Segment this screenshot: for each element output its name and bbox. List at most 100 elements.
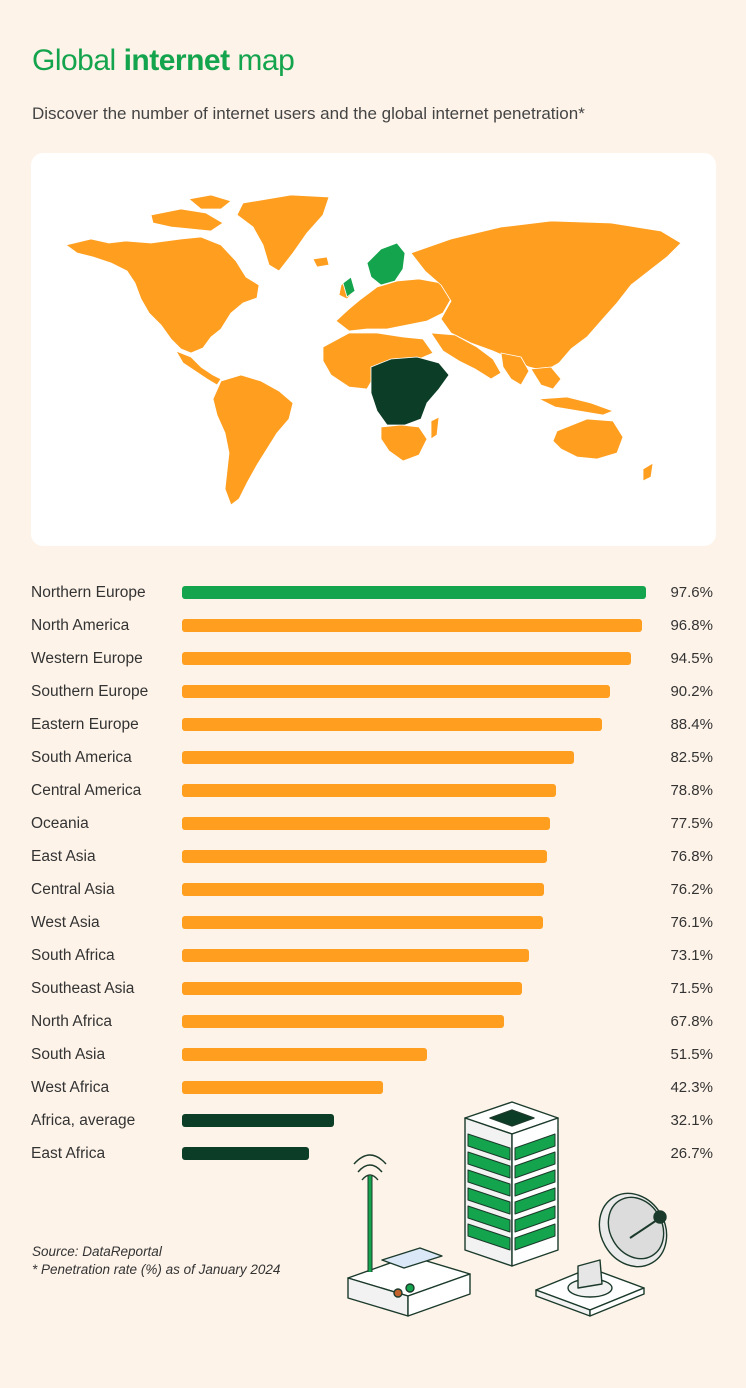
- bar-row: Central America 78.8%: [31, 775, 721, 808]
- bar: [182, 1114, 335, 1127]
- world-map: [65, 194, 682, 506]
- bar-row: South Africa 73.1%: [31, 940, 721, 973]
- bar-value-label: 71.5%: [670, 980, 713, 997]
- bar-value-label: 88.4%: [670, 716, 713, 733]
- bar-value-label: 82.5%: [670, 749, 713, 766]
- router-icon: [347, 1154, 471, 1317]
- bar-track: [182, 817, 657, 830]
- bar-label: East Africa: [31, 1145, 106, 1162]
- bar: [182, 1147, 309, 1160]
- server-icon: [464, 1101, 559, 1267]
- bar-value-label: 32.1%: [670, 1112, 713, 1129]
- bar-value-label: 78.8%: [670, 782, 713, 799]
- bar: [182, 1015, 505, 1028]
- bar-track: [182, 784, 657, 797]
- bar-track: [182, 916, 657, 929]
- uk-green-region: [342, 276, 356, 298]
- bar-track: [182, 652, 657, 665]
- bar-track: [182, 619, 657, 632]
- bar-value-label: 76.1%: [670, 914, 713, 931]
- south-asia-region: [500, 352, 530, 386]
- bar-row: South America 82.5%: [31, 742, 721, 775]
- bar-label: Central America: [31, 782, 142, 799]
- bar-row: Eastern Europe 88.4%: [31, 709, 721, 742]
- page-title: Global internet map: [32, 44, 295, 78]
- australia-region: [552, 418, 624, 460]
- bar: [182, 586, 646, 599]
- madagascar-region: [430, 416, 440, 440]
- bar-value-label: 26.7%: [670, 1145, 713, 1162]
- central-america-region: [175, 350, 222, 386]
- bar-label: Southern Europe: [31, 683, 149, 700]
- bar-row: Central Asia 76.2%: [31, 874, 721, 907]
- bar-label: East Asia: [31, 848, 96, 865]
- bar-row: Southern Europe 90.2%: [31, 676, 721, 709]
- bar: [182, 718, 602, 731]
- greenland-region: [236, 194, 330, 272]
- bar-row: Northern Europe 97.6%: [31, 577, 721, 610]
- bar-track: [182, 1015, 657, 1028]
- bar-label: Central Asia: [31, 881, 115, 898]
- bar-value-label: 90.2%: [670, 683, 713, 700]
- bar-label: Southeast Asia: [31, 980, 135, 997]
- bar: [182, 916, 544, 929]
- bar-label: West Africa: [31, 1079, 110, 1096]
- bar-label: Eastern Europe: [31, 716, 139, 733]
- indonesia-region: [538, 396, 614, 416]
- bar-track: [182, 751, 657, 764]
- bar-value-label: 42.3%: [670, 1079, 713, 1096]
- bar-track: [182, 1114, 657, 1127]
- middle-east-region: [430, 332, 502, 380]
- bar-row: Africa, average 32.1%: [31, 1105, 721, 1138]
- bar-value-label: 97.6%: [670, 584, 713, 601]
- title-pre: Global: [32, 44, 124, 77]
- iceland-region: [312, 256, 330, 268]
- bar: [182, 652, 631, 665]
- title-bold: internet: [123, 44, 231, 77]
- bar-value-label: 51.5%: [670, 1046, 713, 1063]
- bar: [182, 1048, 427, 1061]
- bar-track: [182, 1048, 657, 1061]
- bar-label: North America: [31, 617, 130, 634]
- bar-track: [182, 586, 657, 599]
- bar-row: East Africa 26.7%: [31, 1138, 721, 1171]
- bar-value-label: 96.8%: [670, 617, 713, 634]
- bar: [182, 883, 544, 896]
- page-subtitle: Discover the number of internet users an…: [32, 104, 585, 123]
- bar: [182, 751, 574, 764]
- bar: [182, 619, 642, 632]
- source-text: Source: DataReportal: [32, 1244, 162, 1259]
- penetration-note: * Penetration rate (%) as of January 202…: [32, 1262, 281, 1277]
- bar-row: Southeast Asia 71.5%: [31, 973, 721, 1006]
- bar-row: North America 96.8%: [31, 610, 721, 643]
- bar-label: Western Europe: [31, 650, 143, 667]
- title-post: map: [229, 44, 295, 77]
- bar-label: Northern Europe: [31, 584, 146, 601]
- network-illustration: [347, 1101, 668, 1317]
- source-note: Source: DataReportal * Penetration rate …: [32, 1243, 280, 1279]
- north-america-region: [65, 236, 260, 354]
- northern-europe-region: [366, 242, 406, 286]
- world-map-card: [31, 153, 716, 546]
- bar: [182, 982, 522, 995]
- bar-label: West Asia: [31, 914, 100, 931]
- bar-track: [182, 949, 657, 962]
- bar: [182, 850, 547, 863]
- bar-row: Western Europe 94.5%: [31, 643, 721, 676]
- bar-label: Oceania: [31, 815, 89, 832]
- bar-row: Oceania 77.5%: [31, 808, 721, 841]
- bar: [182, 1081, 383, 1094]
- bar-row: North Africa 67.8%: [31, 1006, 721, 1039]
- bar-label: South America: [31, 749, 132, 766]
- bar-track: [182, 982, 657, 995]
- east-africa-region: [370, 356, 450, 426]
- arctic-islands-region-2: [188, 194, 232, 210]
- bar-row: West Africa 42.3%: [31, 1072, 721, 1105]
- bar-label: South Africa: [31, 947, 115, 964]
- bar-label: North Africa: [31, 1013, 112, 1030]
- bar-value-label: 77.5%: [670, 815, 713, 832]
- bar-row: West Asia 76.1%: [31, 907, 721, 940]
- new-zealand-region: [642, 462, 654, 482]
- bar-label: Africa, average: [31, 1112, 136, 1129]
- bar-track: [182, 718, 657, 731]
